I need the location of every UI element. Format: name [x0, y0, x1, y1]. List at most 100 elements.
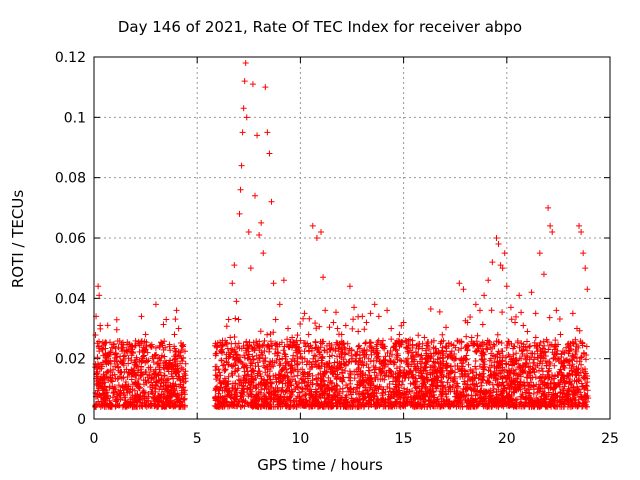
data-point: [549, 228, 556, 235]
data-point: [495, 241, 502, 248]
data-point: [167, 361, 174, 368]
data-point: [565, 340, 572, 347]
data-point: [384, 307, 391, 314]
data-point: [159, 340, 166, 347]
data-point: [396, 331, 403, 338]
data-point: [456, 280, 463, 287]
data-point: [388, 325, 395, 332]
data-point: [342, 322, 349, 329]
data-point: [238, 162, 245, 169]
data-point: [553, 307, 560, 314]
data-point: [472, 301, 479, 308]
data-point: [254, 132, 261, 139]
data-point: [584, 286, 591, 293]
data-point: [293, 349, 300, 356]
data-point: [305, 331, 312, 338]
data-point: [297, 337, 304, 344]
data-point: [392, 340, 399, 347]
data-point: [425, 355, 432, 362]
y-tick-label: 0.1: [64, 110, 86, 126]
y-tick-label: 0.06: [55, 231, 86, 247]
roti-noise-markers: [92, 306, 592, 410]
data-point: [400, 319, 407, 326]
data-point: [276, 301, 283, 308]
data-point: [111, 358, 118, 365]
data-point: [260, 250, 267, 257]
y-tick-label: 0.12: [55, 50, 86, 66]
data-point: [242, 60, 249, 67]
data-point: [433, 373, 440, 380]
data-point: [98, 361, 105, 368]
data-point: [171, 331, 178, 338]
data-point: [334, 325, 341, 332]
data-point: [103, 373, 110, 380]
data-point: [448, 352, 455, 359]
data-point: [545, 204, 552, 211]
y-tick-label: 0.04: [55, 291, 86, 307]
data-point: [121, 352, 128, 359]
data-point: [268, 198, 275, 205]
data-point: [313, 235, 320, 241]
data-point: [367, 310, 374, 317]
data-point: [493, 235, 500, 241]
data-point: [520, 322, 527, 329]
data-point: [266, 150, 273, 157]
data-point: [320, 274, 327, 281]
data-point: [142, 331, 149, 338]
data-point: [499, 265, 506, 272]
data-point: [173, 307, 180, 314]
data-point: [468, 334, 475, 341]
data-point: [359, 313, 366, 320]
data-point: [512, 319, 519, 326]
data-point: [236, 210, 243, 217]
x-tick-label: 25: [601, 431, 619, 447]
data-point: [227, 334, 234, 341]
data-point: [582, 265, 589, 272]
data-point: [576, 222, 583, 229]
data-point: [322, 307, 329, 314]
data-point: [561, 349, 568, 356]
data-point: [235, 316, 242, 323]
data-point: [179, 373, 186, 380]
data-point: [264, 129, 271, 136]
data-point: [540, 271, 547, 278]
data-point: [231, 262, 238, 269]
data-point: [429, 370, 436, 377]
data-point: [569, 310, 576, 317]
data-point: [524, 328, 531, 335]
data-point: [144, 349, 151, 356]
data-point: [132, 361, 139, 368]
data-point: [578, 228, 585, 235]
data-point: [138, 313, 145, 320]
data-point: [379, 337, 386, 344]
data-point: [439, 361, 446, 368]
x-tick-label: 10: [291, 431, 309, 447]
data-point: [501, 250, 508, 257]
data-point: [163, 316, 170, 323]
data-point: [115, 367, 122, 374]
data-point: [101, 340, 108, 347]
data-point: [460, 286, 467, 293]
data-point: [249, 81, 256, 88]
data-point: [289, 334, 296, 341]
data-point: [180, 379, 187, 386]
data-point: [233, 298, 240, 305]
data-point: [351, 304, 358, 311]
x-tick-label: 5: [193, 431, 202, 447]
data-point: [237, 186, 244, 193]
data-point: [503, 283, 510, 290]
axis-ticks: 0 5 10 15 20 25 0 0.02 0.04 0.06 0.08 0.1 0.12: [55, 50, 619, 447]
data-point: [95, 283, 102, 290]
data-point: [251, 192, 258, 199]
data-point: [247, 265, 254, 272]
data-point: [301, 310, 308, 317]
data-points: [93, 60, 591, 386]
data-point: [346, 283, 353, 290]
data-point: [516, 292, 523, 299]
data-point: [408, 349, 415, 356]
data-point: [412, 367, 419, 374]
data-point: [229, 280, 236, 287]
data-point: [528, 289, 535, 296]
chart-title: Day 146 of 2021, Rate Of TEC Index for r…: [117, 18, 523, 36]
data-point: [547, 222, 554, 229]
